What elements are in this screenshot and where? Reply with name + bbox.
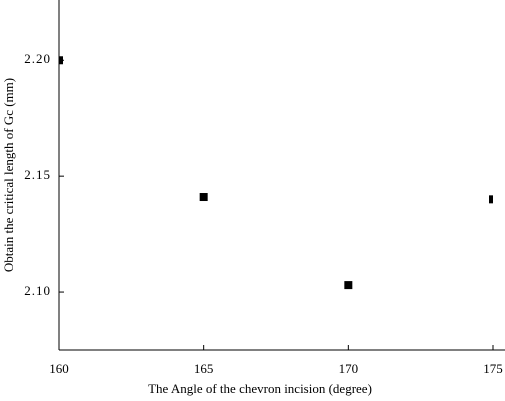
point [344,281,353,290]
x-tick-label: 175 [483,361,503,376]
point [199,193,208,202]
x-tick-label: 160 [49,361,69,376]
point [59,56,63,65]
point [489,195,493,204]
y-axis-label: Obtain the critical length of Gc (mm) [1,78,16,272]
x-tick-label: 165 [194,361,214,376]
y-tick-label: 2.15 [24,167,51,182]
x-tick-label: 170 [339,361,359,376]
y-tick-label: 2.20 [24,51,51,66]
y-tick-label: 2.10 [24,283,51,298]
x-axis-label: The Angle of the chevron incision (degre… [148,381,372,396]
